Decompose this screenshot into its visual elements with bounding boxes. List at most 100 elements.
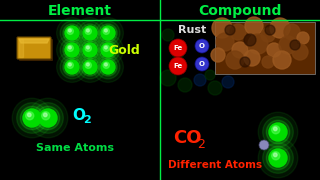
Circle shape bbox=[67, 62, 73, 68]
Circle shape bbox=[169, 39, 187, 57]
Circle shape bbox=[86, 63, 89, 66]
Circle shape bbox=[63, 24, 81, 42]
Polygon shape bbox=[19, 39, 23, 57]
Circle shape bbox=[195, 39, 209, 53]
Text: O: O bbox=[199, 43, 205, 49]
Circle shape bbox=[78, 55, 102, 79]
Circle shape bbox=[92, 35, 124, 65]
Circle shape bbox=[83, 43, 97, 57]
Circle shape bbox=[65, 43, 79, 57]
Circle shape bbox=[178, 78, 192, 92]
Circle shape bbox=[226, 51, 244, 69]
Circle shape bbox=[269, 123, 287, 141]
Circle shape bbox=[96, 38, 120, 62]
Circle shape bbox=[33, 103, 63, 133]
Circle shape bbox=[68, 29, 71, 32]
Circle shape bbox=[86, 46, 89, 49]
Circle shape bbox=[85, 28, 92, 34]
Circle shape bbox=[225, 25, 235, 35]
Circle shape bbox=[263, 117, 293, 147]
Circle shape bbox=[263, 143, 293, 173]
Circle shape bbox=[261, 28, 275, 42]
Circle shape bbox=[162, 29, 174, 41]
Circle shape bbox=[272, 152, 280, 160]
Circle shape bbox=[103, 62, 109, 68]
Text: Fe: Fe bbox=[173, 63, 183, 69]
Circle shape bbox=[75, 35, 105, 65]
Circle shape bbox=[265, 25, 275, 35]
Circle shape bbox=[68, 46, 71, 49]
Circle shape bbox=[28, 113, 31, 117]
Circle shape bbox=[105, 63, 107, 66]
Circle shape bbox=[248, 34, 268, 54]
Circle shape bbox=[259, 140, 269, 150]
Circle shape bbox=[222, 76, 234, 88]
FancyBboxPatch shape bbox=[17, 37, 51, 59]
Text: Compound: Compound bbox=[198, 4, 282, 18]
Circle shape bbox=[67, 28, 73, 34]
Circle shape bbox=[258, 138, 298, 178]
Circle shape bbox=[12, 98, 52, 138]
Text: Fe: Fe bbox=[173, 45, 183, 51]
Circle shape bbox=[99, 41, 117, 59]
Circle shape bbox=[65, 60, 79, 74]
Circle shape bbox=[68, 63, 71, 66]
Circle shape bbox=[274, 153, 277, 157]
Circle shape bbox=[284, 24, 300, 40]
Circle shape bbox=[78, 21, 102, 45]
Circle shape bbox=[232, 42, 248, 58]
Circle shape bbox=[83, 26, 97, 40]
Circle shape bbox=[267, 43, 281, 57]
Circle shape bbox=[96, 21, 120, 45]
Circle shape bbox=[28, 98, 68, 138]
Circle shape bbox=[81, 41, 99, 59]
Text: Element: Element bbox=[48, 4, 112, 18]
Circle shape bbox=[279, 36, 297, 54]
Circle shape bbox=[99, 58, 117, 76]
Circle shape bbox=[270, 18, 290, 38]
Circle shape bbox=[44, 113, 47, 117]
Bar bbox=[215, 22, 315, 74]
Circle shape bbox=[245, 17, 263, 35]
Circle shape bbox=[36, 106, 60, 130]
Circle shape bbox=[195, 57, 209, 71]
Circle shape bbox=[103, 28, 109, 34]
Circle shape bbox=[57, 18, 87, 48]
Circle shape bbox=[103, 45, 109, 51]
Circle shape bbox=[169, 57, 187, 75]
Circle shape bbox=[67, 45, 73, 51]
Circle shape bbox=[81, 58, 99, 76]
Circle shape bbox=[244, 50, 260, 66]
Circle shape bbox=[42, 112, 50, 120]
Text: 2: 2 bbox=[197, 138, 205, 150]
Text: O: O bbox=[199, 61, 205, 67]
Circle shape bbox=[63, 58, 81, 76]
Circle shape bbox=[101, 26, 115, 40]
Circle shape bbox=[262, 56, 274, 68]
Text: Different Atoms: Different Atoms bbox=[168, 160, 262, 170]
Circle shape bbox=[216, 33, 234, 51]
Circle shape bbox=[194, 74, 206, 86]
Circle shape bbox=[81, 24, 99, 42]
Text: Same Atoms: Same Atoms bbox=[36, 143, 114, 153]
Circle shape bbox=[83, 60, 97, 74]
Circle shape bbox=[101, 43, 115, 57]
Circle shape bbox=[269, 149, 287, 167]
Circle shape bbox=[78, 38, 102, 62]
Circle shape bbox=[105, 46, 107, 49]
FancyBboxPatch shape bbox=[19, 39, 53, 61]
Circle shape bbox=[173, 50, 183, 60]
Circle shape bbox=[17, 103, 47, 133]
Circle shape bbox=[258, 112, 298, 152]
Circle shape bbox=[230, 24, 246, 40]
Circle shape bbox=[274, 127, 277, 131]
Circle shape bbox=[60, 38, 84, 62]
Text: O: O bbox=[72, 107, 85, 123]
Circle shape bbox=[26, 112, 34, 120]
Text: 2: 2 bbox=[83, 115, 91, 125]
Circle shape bbox=[65, 26, 79, 40]
Text: CO: CO bbox=[173, 129, 202, 147]
Circle shape bbox=[60, 21, 84, 45]
Circle shape bbox=[20, 106, 44, 130]
Circle shape bbox=[160, 70, 176, 86]
